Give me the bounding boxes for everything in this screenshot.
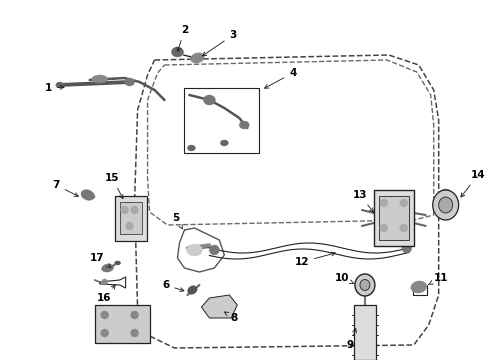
Ellipse shape (186, 244, 202, 256)
Ellipse shape (354, 274, 374, 296)
Ellipse shape (81, 190, 94, 200)
Ellipse shape (359, 279, 369, 291)
Text: 3: 3 (202, 30, 236, 56)
Text: 13: 13 (352, 190, 373, 212)
Ellipse shape (102, 264, 113, 272)
Text: 9: 9 (346, 329, 356, 350)
Text: 2: 2 (177, 25, 188, 51)
Ellipse shape (130, 311, 138, 319)
Ellipse shape (220, 140, 228, 146)
Ellipse shape (399, 224, 407, 232)
Bar (95, 305, 149, 343)
Text: 14: 14 (460, 170, 484, 197)
Text: 11: 11 (427, 273, 447, 284)
Bar (378, 196, 408, 240)
Text: 4: 4 (264, 68, 296, 88)
Ellipse shape (401, 243, 411, 253)
Ellipse shape (125, 222, 133, 230)
Ellipse shape (130, 329, 138, 337)
Bar (184, 88, 259, 153)
Text: 1: 1 (44, 83, 64, 93)
Ellipse shape (410, 281, 426, 293)
Bar (120, 202, 142, 234)
Text: 15: 15 (105, 173, 122, 199)
Ellipse shape (92, 75, 107, 83)
Ellipse shape (124, 78, 134, 86)
Ellipse shape (130, 206, 138, 214)
Text: 12: 12 (294, 252, 335, 267)
Ellipse shape (438, 197, 452, 213)
Ellipse shape (190, 53, 204, 63)
Ellipse shape (114, 261, 121, 265)
Ellipse shape (121, 206, 128, 214)
Bar (114, 196, 146, 241)
Bar (373, 190, 413, 246)
Ellipse shape (56, 82, 63, 88)
Ellipse shape (102, 279, 107, 285)
Text: 17: 17 (90, 253, 111, 267)
Ellipse shape (101, 311, 108, 319)
Text: 6: 6 (162, 280, 183, 292)
Ellipse shape (239, 121, 249, 129)
Ellipse shape (440, 189, 450, 195)
Text: 8: 8 (224, 312, 238, 323)
Bar (353, 305, 375, 360)
Ellipse shape (432, 190, 458, 220)
Ellipse shape (187, 286, 197, 294)
Ellipse shape (171, 47, 183, 57)
Text: 16: 16 (97, 285, 115, 303)
Text: 7: 7 (52, 180, 78, 196)
Ellipse shape (187, 145, 195, 151)
Text: 10: 10 (334, 273, 353, 284)
Polygon shape (201, 295, 237, 318)
Ellipse shape (203, 95, 215, 105)
Ellipse shape (209, 245, 219, 255)
Text: 5: 5 (172, 213, 182, 229)
Ellipse shape (399, 199, 407, 207)
Ellipse shape (379, 224, 387, 232)
Ellipse shape (101, 329, 108, 337)
Ellipse shape (379, 199, 387, 207)
